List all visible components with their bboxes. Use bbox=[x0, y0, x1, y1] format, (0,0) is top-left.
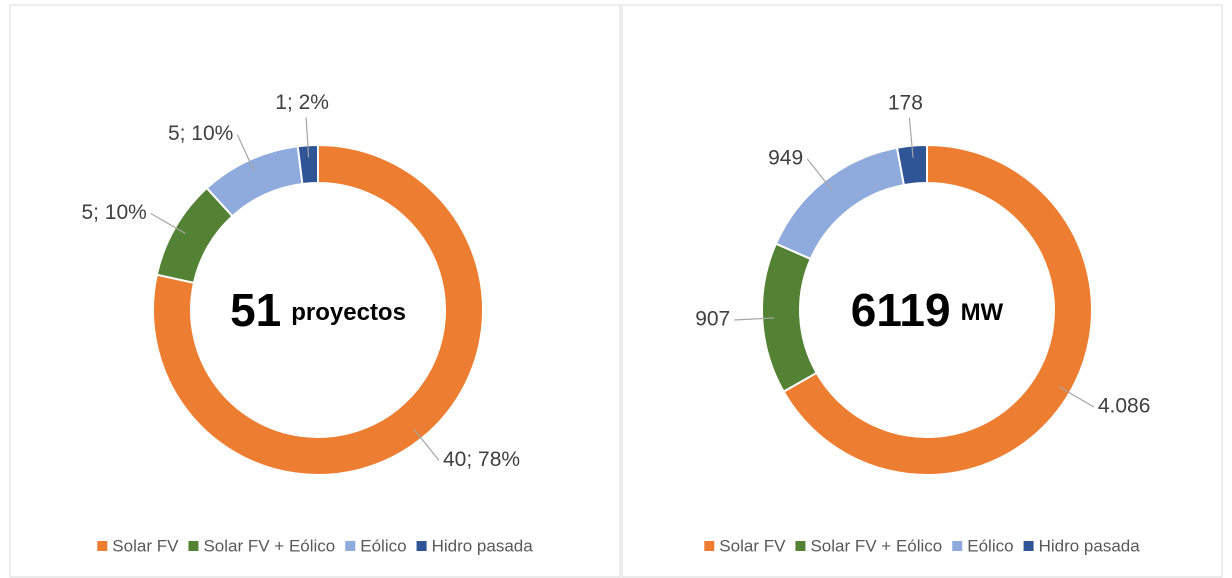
leader-line bbox=[236, 134, 255, 172]
center-value: 6119 bbox=[851, 284, 951, 336]
center-value: 51 bbox=[230, 284, 281, 336]
donut-slice bbox=[895, 143, 928, 187]
legend-swatch bbox=[97, 541, 108, 551]
data-label: 178 bbox=[888, 91, 923, 114]
data-label: 40; 78% bbox=[443, 448, 520, 471]
legend-label: Eólico bbox=[967, 536, 1013, 555]
legend-swatch bbox=[416, 541, 427, 551]
data-label: 5; 10% bbox=[81, 201, 146, 224]
data-label: 5; 10% bbox=[168, 122, 233, 145]
legend-swatch bbox=[345, 541, 356, 551]
data-label: 907 bbox=[695, 308, 730, 331]
leader-line bbox=[150, 212, 186, 235]
panel bbox=[9, 4, 621, 578]
data-label: 4.086 bbox=[1098, 395, 1151, 418]
legend-label: Eólico bbox=[360, 536, 406, 555]
leader-line bbox=[413, 428, 440, 461]
donut-slice bbox=[152, 143, 484, 476]
legend: Solar FV Solar FV + Eólico Eólico Hidro pas… bbox=[704, 536, 1140, 555]
leader-line bbox=[806, 158, 833, 191]
leader-line bbox=[908, 117, 914, 158]
leader-line bbox=[734, 317, 775, 321]
legend: Solar FV Solar FV + Eólico Eólico Hidro pas… bbox=[97, 536, 533, 555]
legend-label: Solar FV + Eólico bbox=[203, 536, 335, 555]
panel bbox=[621, 4, 1223, 578]
legend-label: Solar FV bbox=[719, 536, 786, 555]
legend-swatch bbox=[188, 541, 199, 551]
leader-line bbox=[1058, 386, 1095, 408]
center-label: 51 proyectos bbox=[230, 284, 406, 336]
legend-label: Hidro pasada bbox=[432, 536, 534, 555]
legend-swatch bbox=[1023, 541, 1034, 551]
data-label: 949 bbox=[768, 146, 803, 169]
center-unit: proyectos bbox=[291, 299, 406, 326]
legend-label: Solar FV bbox=[112, 536, 179, 555]
center-label: 6119 MW bbox=[851, 284, 1004, 336]
donut-slice bbox=[782, 143, 1093, 476]
leader-line bbox=[305, 117, 310, 158]
legend-label: Solar FV + Eólico bbox=[810, 536, 942, 555]
legend-label: Hidro pasada bbox=[1039, 536, 1141, 555]
legend-swatch bbox=[704, 541, 715, 551]
legend-swatch bbox=[952, 541, 963, 551]
data-label: 1; 2% bbox=[275, 91, 329, 114]
donut-slice bbox=[296, 143, 319, 186]
center-unit: MW bbox=[961, 299, 1004, 326]
legend-swatch bbox=[795, 541, 806, 551]
